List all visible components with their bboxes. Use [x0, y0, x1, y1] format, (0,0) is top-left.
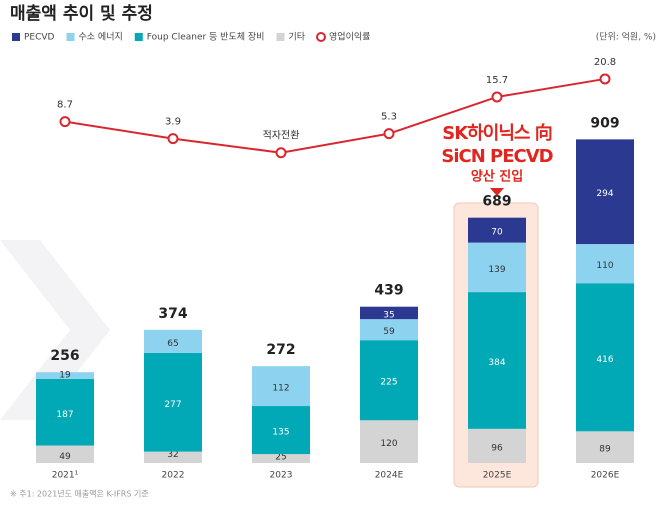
point-label: 적자전환	[263, 130, 300, 142]
x-tick-label: 2021¹	[52, 471, 79, 481]
x-tick-label: 2025E	[483, 471, 512, 481]
bar-segment	[468, 292, 526, 429]
bar-segment	[36, 445, 94, 463]
segment-label: 35	[383, 310, 394, 320]
bar-segment	[576, 431, 634, 463]
legend-label: PECVD	[24, 33, 55, 43]
segment-label: 135	[272, 428, 289, 438]
segment-label: 89	[599, 445, 611, 455]
segment-label: 187	[56, 410, 73, 420]
segment-label: 59	[383, 327, 395, 337]
legend-label: Foup Cleaner 등 반도체 장비	[147, 32, 265, 43]
bar-segment	[576, 244, 634, 284]
segment-label: 225	[380, 378, 397, 388]
annotation-arrow	[490, 188, 504, 196]
segment-label: 120	[380, 439, 397, 449]
legend-marker	[12, 33, 20, 41]
bar-segment	[252, 406, 310, 455]
bar-segment	[144, 451, 202, 463]
unit-label: (단위: 억원, %)	[596, 31, 656, 43]
bar-segment	[360, 319, 418, 341]
total-label: 689	[482, 194, 511, 210]
annotation: SK하이닉스 向 SiCN PECVD 양산 진입	[441, 122, 554, 196]
bar-segment	[36, 378, 94, 446]
bar-segment	[468, 242, 526, 293]
bar-segment	[36, 372, 94, 379]
bar-segment	[360, 420, 418, 463]
bar-segment	[360, 306, 418, 320]
annotation-line: SiCN PECVD	[441, 146, 552, 167]
bar-segment	[252, 366, 310, 407]
point-label: 5.3	[381, 112, 397, 123]
segment-label: 110	[596, 261, 613, 271]
legend-label: 수소 에너지	[79, 32, 123, 43]
segment-label: 32	[167, 450, 178, 460]
total-label: 256	[50, 348, 79, 364]
x-tick-label: 2026E	[591, 471, 620, 481]
segment-label: 49	[59, 452, 71, 462]
segment-label: 25	[275, 453, 286, 463]
segment-label: 96	[491, 443, 503, 453]
total-label: 272	[266, 342, 295, 358]
line-point	[59, 116, 71, 128]
annotation-line: SK하이닉스 向	[442, 122, 551, 144]
legend-label: 기타	[288, 32, 305, 43]
total-label: 374	[158, 306, 187, 322]
segment-label: 294	[596, 189, 613, 199]
x-tick-label: 2022	[162, 471, 185, 481]
point-label: 15.7	[486, 75, 508, 86]
bar-segment	[576, 283, 634, 432]
segment-label: 139	[488, 265, 505, 275]
bar-segment	[252, 454, 310, 463]
segment-label: 277	[164, 400, 181, 410]
bar-segment	[468, 428, 526, 463]
line-point	[383, 128, 395, 140]
x-tick-label: 2024E	[375, 471, 404, 481]
segment-label: 112	[272, 384, 289, 394]
point-label: 20.8	[594, 57, 616, 68]
line-point	[599, 73, 611, 85]
footnote: ※ 주1: 2021년도 매출액은 K-IFRS 기준	[10, 489, 149, 499]
bar-segment	[144, 329, 202, 353]
legend-marker	[134, 33, 143, 41]
segment-label: 416	[596, 355, 613, 365]
total-label: 909	[590, 115, 619, 131]
legend-label: 영업이익률	[329, 31, 370, 43]
line-point	[167, 133, 179, 145]
bar-segment	[360, 340, 418, 421]
legend-marker	[276, 33, 285, 41]
chart-title: 매출액 추이 및 추정	[10, 4, 153, 24]
point-label: 3.9	[165, 117, 181, 128]
legend-marker	[66, 33, 75, 41]
bar-segment	[576, 139, 634, 245]
segment-label: 70	[491, 228, 503, 238]
x-tick-label: 2023	[270, 471, 293, 481]
segment-label: 65	[167, 339, 178, 349]
legend-marker	[316, 32, 327, 42]
bar-segment	[144, 352, 202, 452]
segment-label: 19	[59, 371, 71, 381]
total-label: 439	[374, 283, 403, 299]
line-point	[491, 91, 503, 103]
point-label: 8.7	[57, 100, 73, 111]
line	[64, 77, 606, 154]
annotation-line: 양산 진입	[471, 169, 523, 185]
bar-segment	[468, 217, 526, 243]
segment-label: 384	[488, 358, 505, 368]
line-point	[275, 147, 287, 159]
